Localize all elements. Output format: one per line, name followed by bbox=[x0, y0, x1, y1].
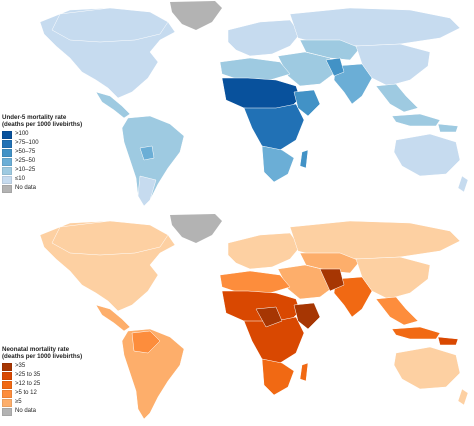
canada-region bbox=[51, 220, 169, 256]
legend-swatch bbox=[2, 398, 12, 407]
legend-label: No data bbox=[15, 408, 37, 415]
legend-label: ≥5 bbox=[15, 399, 22, 406]
madagascar-region bbox=[299, 362, 309, 382]
central-asia-region bbox=[299, 39, 361, 61]
legend-label: >50–75 bbox=[15, 149, 36, 156]
legend-swatch bbox=[2, 166, 12, 175]
legend-swatch bbox=[2, 371, 12, 380]
legend-label: >35 bbox=[15, 363, 26, 370]
pakistan-afghanistan-region bbox=[319, 268, 345, 292]
australia-region bbox=[393, 346, 461, 390]
legend-label: >10–25 bbox=[15, 167, 36, 174]
under5-world-map-svg bbox=[39, 1, 469, 207]
south-america-south-region bbox=[137, 175, 157, 207]
east-asia-region bbox=[355, 256, 431, 300]
new-zealand-region bbox=[457, 175, 469, 193]
new-guinea-region bbox=[437, 123, 459, 133]
legend-item: ≤10 bbox=[2, 175, 82, 184]
australia-region bbox=[393, 133, 461, 177]
sahel-region bbox=[221, 77, 301, 111]
east-africa-region bbox=[293, 89, 321, 117]
legend-swatch bbox=[2, 362, 12, 371]
legend-swatch bbox=[2, 148, 12, 157]
indonesia-region bbox=[391, 113, 441, 127]
legend-label: >75–100 bbox=[15, 140, 39, 147]
central-africa-region bbox=[243, 316, 305, 364]
neonatal-legend-title: Neonatal mortality rate bbox=[2, 346, 70, 353]
under5-legend: Under-5 mortality rate (deaths per 1000 … bbox=[2, 114, 82, 193]
pakistan-afghanistan-region bbox=[325, 57, 345, 77]
legend-label: >25 to 35 bbox=[15, 372, 41, 379]
under5-legend-title: Under-5 mortality rate bbox=[2, 114, 67, 121]
legend-item: >100 bbox=[2, 130, 82, 139]
central-america-region bbox=[95, 304, 131, 332]
madagascar-region bbox=[299, 149, 309, 169]
southern-africa-region bbox=[261, 145, 295, 183]
legend-item: >35 bbox=[2, 362, 82, 371]
europe-region bbox=[227, 232, 301, 270]
indonesia-region bbox=[391, 326, 441, 340]
neonatal-legend-subtitle: (deaths per 1000 livebirths) bbox=[2, 353, 83, 361]
under5-legend-subtitle: (deaths per 1000 livebirths) bbox=[2, 121, 83, 129]
north-africa-region bbox=[219, 57, 291, 81]
central-asia-region bbox=[299, 252, 361, 274]
new-guinea-region bbox=[437, 336, 459, 346]
legend-item: >75–100 bbox=[2, 139, 82, 148]
canada-region bbox=[51, 7, 169, 43]
legend-swatch bbox=[2, 380, 12, 389]
neonatal-world-map-svg bbox=[39, 214, 469, 420]
east-africa-region bbox=[293, 302, 321, 330]
legend-item: No data bbox=[2, 407, 82, 416]
legend-label: ≤10 bbox=[15, 176, 25, 183]
north-africa-region bbox=[219, 270, 291, 294]
new-zealand-region bbox=[457, 388, 469, 406]
legend-swatch bbox=[2, 184, 12, 193]
southern-africa-region bbox=[261, 358, 295, 396]
legend-swatch bbox=[2, 175, 12, 184]
legend-swatch bbox=[2, 407, 12, 416]
greenland-region bbox=[170, 214, 222, 243]
south-america-region bbox=[121, 115, 185, 207]
west-central-africa-region bbox=[255, 306, 283, 328]
sahel-region bbox=[221, 290, 301, 324]
legend-label: >12 to 25 bbox=[15, 381, 41, 388]
south-america-north-region bbox=[131, 330, 161, 354]
legend-item: >10–25 bbox=[2, 166, 82, 175]
legend-item: >5 to 12 bbox=[2, 389, 82, 398]
central-america-region bbox=[95, 91, 131, 119]
legend-item: No data bbox=[2, 184, 82, 193]
legend-label: >5 to 12 bbox=[15, 390, 37, 397]
southeast-asia-region bbox=[375, 83, 419, 113]
legend-item: >25 to 35 bbox=[2, 371, 82, 380]
legend-item: >25–50 bbox=[2, 157, 82, 166]
greenland-region bbox=[170, 1, 222, 30]
legend-label: >100 bbox=[15, 131, 29, 138]
legend-swatch bbox=[2, 389, 12, 398]
bolivia-region bbox=[139, 145, 155, 161]
legend-swatch bbox=[2, 139, 12, 148]
legend-swatch bbox=[2, 130, 12, 139]
legend-item: >50–75 bbox=[2, 148, 82, 157]
neonatal-mortality-map: Neonatal mortality rate (deaths per 1000… bbox=[0, 213, 474, 426]
legend-label: >25–50 bbox=[15, 158, 36, 165]
southeast-asia-region bbox=[375, 296, 419, 326]
europe-region bbox=[227, 19, 301, 57]
legend-item: >12 to 25 bbox=[2, 380, 82, 389]
legend-label: No data bbox=[15, 185, 37, 192]
legend-item: ≥5 bbox=[2, 398, 82, 407]
under5-mortality-map: Under-5 mortality rate (deaths per 1000 … bbox=[2, 1, 469, 207]
central-africa-region bbox=[243, 103, 305, 151]
east-asia-region bbox=[355, 43, 431, 87]
legend-swatch bbox=[2, 157, 12, 166]
neonatal-legend: Neonatal mortality rate (deaths per 1000… bbox=[2, 346, 82, 416]
